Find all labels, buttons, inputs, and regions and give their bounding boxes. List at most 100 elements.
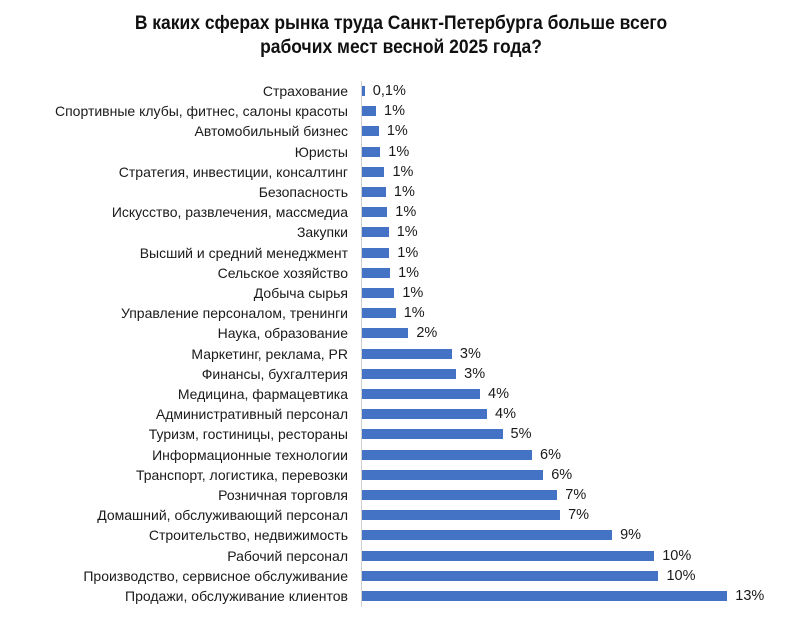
bar bbox=[362, 409, 488, 420]
data-label: 0,1% bbox=[372, 83, 406, 99]
bar-row: Искусство, развлечения, массмедиа 1% bbox=[0, 202, 802, 222]
bar-row: Закупки 1% bbox=[0, 222, 802, 242]
data-label: 7% bbox=[565, 487, 587, 503]
category-label: Производство, сервисное обслуживание bbox=[83, 567, 348, 584]
data-label: 4% bbox=[495, 406, 516, 423]
category-label: Домашний, обслуживающий персонал bbox=[97, 507, 348, 524]
bar bbox=[362, 126, 379, 137]
data-label: 1% bbox=[396, 224, 418, 241]
bar-row: Производство, сервисное обслуживание 10% bbox=[0, 566, 802, 586]
bar bbox=[362, 469, 544, 480]
data-label: 1% bbox=[403, 305, 425, 322]
bar-row: Продажи, обслуживание клиентов 13% bbox=[0, 586, 802, 606]
category-label: Высший и средний менеджмент bbox=[139, 244, 348, 261]
data-label: 6% bbox=[551, 466, 573, 483]
bar-row: Стратегия, инвестиции, консалтинг 1% bbox=[0, 162, 802, 182]
bar bbox=[362, 591, 728, 601]
data-label: 13% bbox=[735, 588, 765, 604]
bar bbox=[362, 308, 396, 319]
bar bbox=[362, 86, 365, 96]
bar bbox=[362, 227, 389, 238]
data-label: 1% bbox=[398, 264, 420, 281]
bar-row: Добыча сырья 1% bbox=[0, 283, 802, 303]
category-label: Информационные технологии bbox=[152, 446, 348, 463]
bar-row: Медицина, фармацевтика 4% bbox=[0, 384, 802, 404]
bar bbox=[362, 348, 452, 359]
category-label: Безопасность bbox=[258, 184, 348, 200]
category-label: Стратегия, инвестиции, консалтинг bbox=[118, 163, 348, 180]
bar bbox=[362, 530, 613, 541]
bar bbox=[362, 166, 385, 177]
bar-row: Строительство, недвижимость 9% bbox=[0, 525, 802, 545]
category-label: Розничная торговля bbox=[218, 487, 348, 503]
bar bbox=[362, 368, 457, 379]
data-label: 9% bbox=[620, 527, 642, 544]
bar bbox=[362, 207, 388, 218]
category-label: Спортивные клубы, фитнес, салоны красоты bbox=[54, 103, 348, 120]
bar-row: Управление персоналом, тренинги 1% bbox=[0, 303, 802, 323]
data-label: 1% bbox=[397, 244, 419, 261]
category-label: Административный персонал bbox=[155, 406, 348, 423]
bar bbox=[362, 106, 377, 117]
data-label: 1% bbox=[392, 163, 414, 180]
bar bbox=[362, 328, 409, 339]
data-label: 3% bbox=[464, 365, 486, 382]
data-label: 5% bbox=[510, 426, 532, 443]
bar bbox=[362, 389, 481, 399]
category-label: Юристы bbox=[294, 143, 348, 160]
bar bbox=[362, 146, 381, 157]
bar bbox=[362, 247, 390, 258]
bar-row: Автомобильный бизнес 1% bbox=[0, 121, 802, 141]
category-label: Продажи, обслуживание клиентов bbox=[125, 588, 348, 604]
bar-row: Безопасность 1% bbox=[0, 182, 802, 202]
bar-row: Наука, образование 2% bbox=[0, 323, 802, 343]
data-label: 6% bbox=[540, 446, 561, 463]
data-label: 1% bbox=[386, 123, 408, 140]
bar-row: Административный персонал 4% bbox=[0, 404, 802, 424]
bar bbox=[362, 570, 659, 581]
bar-row: Туризм, гостиницы, рестораны 5% bbox=[0, 424, 802, 444]
data-label: 1% bbox=[395, 204, 417, 221]
category-label: Автомобильный бизнес bbox=[194, 123, 348, 140]
bar-row: Юристы 1% bbox=[0, 142, 802, 162]
bar-row: Сельское хозяйство 1% bbox=[0, 263, 802, 283]
bar bbox=[362, 267, 391, 278]
data-label: 4% bbox=[488, 386, 509, 402]
chart-title-line-2: рабочих мест весной 2025 года? bbox=[260, 37, 542, 58]
category-label: Управление персоналом, тренинги bbox=[120, 305, 348, 322]
bar bbox=[362, 490, 558, 500]
category-label: Рабочий персонал bbox=[227, 547, 348, 564]
bar-row: Финансы, бухгалтерия 3% bbox=[0, 364, 802, 384]
data-label: 1% bbox=[393, 184, 415, 200]
category-label: Финансы, бухгалтерия bbox=[201, 365, 348, 382]
bar bbox=[362, 550, 655, 561]
bar-row: Рабочий персонал 10% bbox=[0, 546, 802, 566]
data-label: 7% bbox=[568, 507, 590, 524]
bar-row: Розничная торговля 7% bbox=[0, 485, 802, 505]
category-label: Туризм, гостиницы, рестораны bbox=[148, 426, 348, 443]
bar-row: Маркетинг, реклама, PR 3% bbox=[0, 344, 802, 364]
category-label: Добыча сырья bbox=[253, 285, 348, 301]
category-axis-line bbox=[361, 81, 362, 607]
bar bbox=[362, 510, 561, 521]
bar-row: Высший и средний менеджмент 1% bbox=[0, 243, 802, 263]
bar-row: Транспорт, логистика, перевозки 6% bbox=[0, 465, 802, 485]
category-label: Строительство, недвижимость bbox=[148, 527, 348, 544]
category-label: Маркетинг, реклама, PR bbox=[191, 345, 348, 362]
bar-row: Спортивные клубы, фитнес, салоны красоты… bbox=[0, 101, 802, 121]
bar-row: Домашний, обслуживающий персонал 7% bbox=[0, 505, 802, 525]
chart-title: В каких сферах рынка труда Санкт-Петербу… bbox=[32, 12, 770, 60]
bar bbox=[362, 429, 503, 440]
category-label: Медицина, фармацевтика bbox=[177, 386, 348, 402]
category-label: Искусство, развлечения, массмедиа bbox=[111, 204, 348, 221]
data-label: 10% bbox=[662, 547, 692, 564]
category-label: Закупки bbox=[296, 224, 348, 241]
bar-row: Страхование 0,1% bbox=[0, 81, 802, 101]
bar-row: Информационные технологии 6% bbox=[0, 445, 802, 465]
data-label: 1% bbox=[402, 285, 424, 301]
category-label: Сельское хозяйство bbox=[217, 264, 348, 281]
data-label: 10% bbox=[666, 567, 696, 584]
data-label: 1% bbox=[384, 103, 406, 120]
category-label: Страхование bbox=[262, 83, 348, 99]
